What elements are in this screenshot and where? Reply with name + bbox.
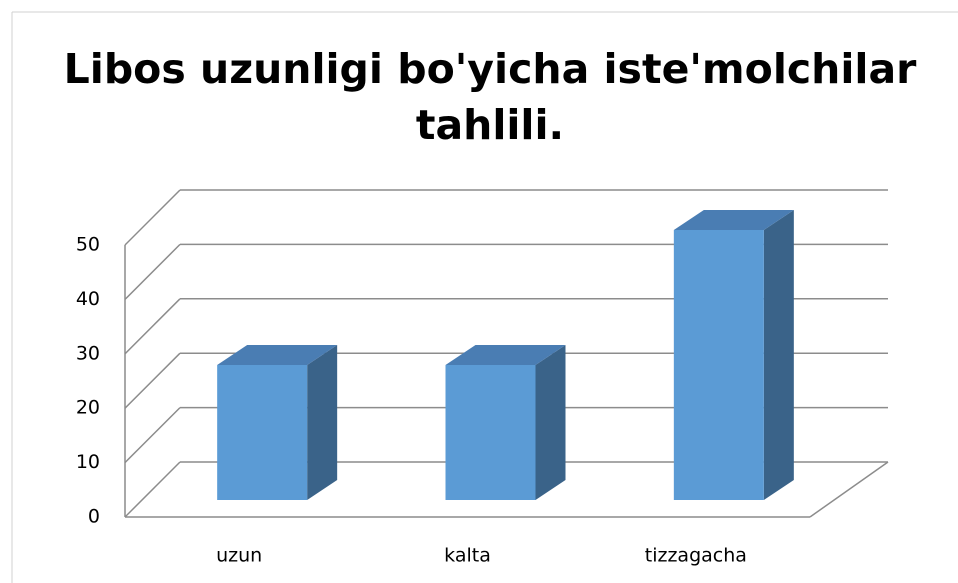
bar bbox=[673, 230, 764, 500]
y-tick-label: 20 bbox=[76, 397, 100, 419]
grid-line bbox=[124, 298, 181, 355]
bar-top bbox=[673, 210, 794, 230]
x-tick-label: kalta bbox=[444, 545, 491, 567]
bar bbox=[445, 365, 536, 500]
bar-side bbox=[535, 345, 566, 500]
title-line: tahlili. bbox=[416, 101, 564, 149]
bar-side bbox=[307, 345, 338, 500]
chart-title: Libos uzunligi bo'yicha iste'molchilar ta… bbox=[64, 45, 917, 149]
x-tick-label: uzun bbox=[216, 545, 262, 567]
bar-top bbox=[445, 345, 566, 365]
y-tick-label: 50 bbox=[76, 234, 100, 256]
floor-edge bbox=[809, 461, 889, 518]
title-line: Libos uzunligi bo'yicha iste'molchilar bbox=[64, 45, 917, 93]
y-tick-label: 10 bbox=[76, 451, 100, 473]
bar-side bbox=[763, 210, 794, 500]
bar-top bbox=[217, 345, 338, 365]
y-tick-label: 0 bbox=[88, 506, 100, 528]
grid-line bbox=[124, 407, 181, 464]
y-tick-label: 40 bbox=[76, 288, 100, 310]
grid-line bbox=[124, 243, 181, 300]
grid-line bbox=[124, 189, 181, 246]
y-tick-label: 30 bbox=[76, 342, 100, 364]
x-tick-label: tizzagacha bbox=[645, 545, 747, 567]
grid-line bbox=[124, 461, 181, 518]
grid-line bbox=[124, 352, 181, 409]
bar bbox=[217, 365, 308, 500]
